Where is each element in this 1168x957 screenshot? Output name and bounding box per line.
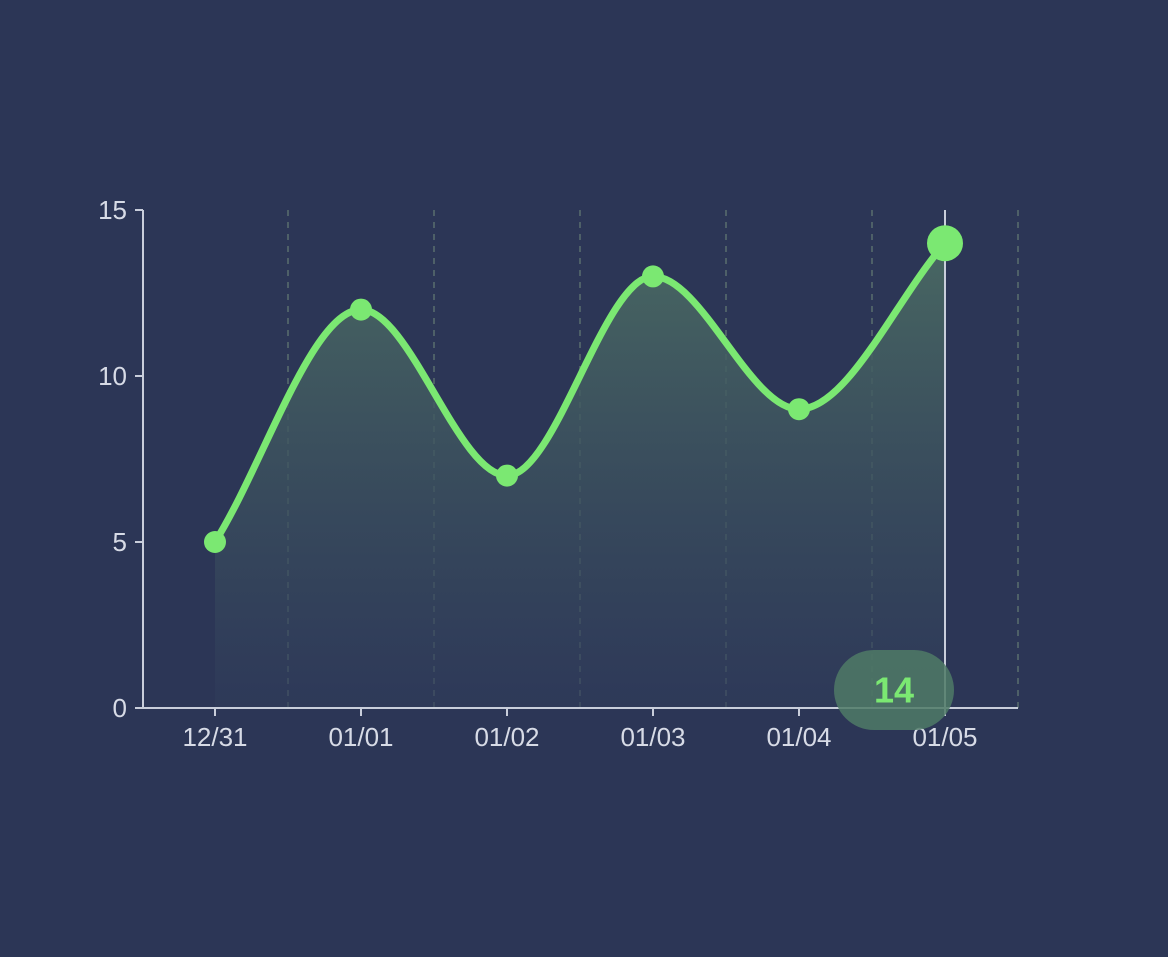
data-point (204, 531, 226, 553)
tooltip-value: 14 (874, 670, 914, 711)
marker-layer (204, 225, 963, 553)
data-point (642, 265, 664, 288)
y-tick-label: 0 (113, 693, 127, 723)
y-tick-label: 10 (98, 361, 127, 391)
tooltip: 14 (834, 650, 954, 730)
area-fill (215, 243, 945, 708)
y-tick-label: 5 (113, 527, 127, 557)
highlight-point (927, 225, 963, 262)
tooltip-background (834, 650, 954, 730)
data-point (788, 398, 810, 421)
y-tick-label: 15 (98, 195, 127, 225)
x-tick-label: 01/04 (766, 722, 831, 752)
area-layer (215, 243, 945, 708)
x-tick-label: 12/31 (182, 722, 247, 752)
data-point (350, 298, 372, 321)
x-tick-label: 01/01 (328, 722, 393, 752)
x-tick-label: 01/03 (620, 722, 685, 752)
x-tick-label: 01/02 (474, 722, 539, 752)
data-point (496, 464, 518, 487)
